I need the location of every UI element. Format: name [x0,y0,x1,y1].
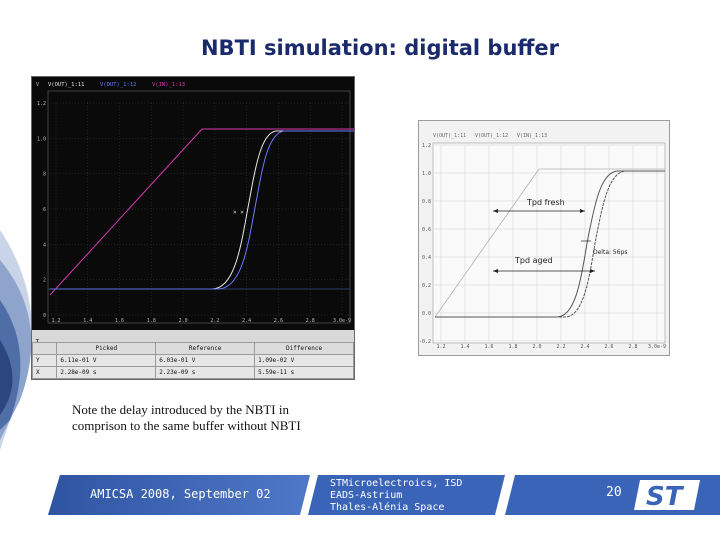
footer-organizations: STMicroelectroics, ISD EADS-Astrium Thal… [330,478,462,514]
table-cell: 5.59e-11 s [254,366,354,379]
footer-conference: AMICSA 2008, September 02 [90,487,271,501]
right-y-tick: 0.0 [422,311,431,317]
right-y-tick: 0.2 [422,283,431,289]
left-x-tick: 2.6 [274,318,283,324]
right-x-tick: 1.2 [436,344,445,350]
left-x-tick: 1.8 [147,318,156,324]
right-y-tick: 0.8 [422,199,431,205]
slide-title: NBTI simulation: digital buffer [200,36,560,60]
right-x-tick: 2.2 [556,344,565,350]
left-y-tick: 4 [43,242,46,248]
left-x-tick: 1.6 [115,318,124,324]
y-unit-label: V [36,82,39,88]
tpd-aged-label: Tpd aged [514,256,553,265]
left-y-tick: 1.0 [37,136,46,142]
waveform-viewer: V V(OUT)_1:11 V(OUT)_1:12 V(IN)_1:13 1.2… [31,76,355,380]
left-x-tick: 3.0e-9 [333,318,351,324]
decorative-swoosh [0,230,32,450]
left-x-tick: 1.4 [83,318,92,324]
organization: Thales-Alénia Space [330,502,445,513]
right-y-tick: 0.6 [422,227,431,233]
svg-text:ST: ST [646,482,685,512]
right-y-tick: 0.4 [422,255,431,261]
table-cell: 6.03e-01 V [155,354,256,367]
table-cell: 1.09e-02 V [254,354,354,367]
slide-caption: Note the delay introduced by the NBTI in… [72,402,301,433]
right-x-tick: 1.6 [484,344,493,350]
comparison-plot: V(OUT)_1:11 V(OUT)_1:12 V(IN)_1:13 1.2 1.… [419,133,666,350]
table-header: Difference [254,342,354,355]
legend-entry-1: V(OUT)_1:11 [48,82,84,88]
table-cell: 2.28e-09 s [56,366,157,379]
left-y-tick: 2 [43,278,46,284]
footer-band: ST [48,475,720,515]
left-x-tick: 2.4 [242,318,251,324]
organization: EADS-Astrium [330,490,403,501]
legend-entry-2: V(OUT)_1:12 [100,82,136,88]
table-row: X 2.28e-09 s 2.23e-09 s 5.59e-11 s [31,366,354,379]
right-x-tick: 2.4 [580,344,589,350]
right-x-tick: 3.0e-9 [648,344,666,350]
waveform-in [49,128,354,296]
aged-vs-fresh-plot: V(OUT)_1:11 V(OUT)_1:12 V(IN)_1:13 1.2 1.… [418,120,670,356]
organization: STMicroelectroics, ISD [330,478,463,489]
left-y-tick: 0 [43,313,46,319]
right-y-tick: 1.0 [422,171,431,177]
left-y-tick: 6 [43,207,46,213]
waveform-out-fresh [50,130,354,290]
table-header: Reference [155,342,256,355]
delta-label: Delta: 56ps [593,249,628,256]
table-cell: 2.23e-09 s [155,366,256,379]
waveform-plot: V V(OUT)_1:11 V(OUT)_1:12 V(IN)_1:13 1.2… [36,82,354,324]
legend-entry-3: V(IN)_1:13 [152,82,185,88]
table-header: Picked [56,342,157,355]
measurement-table: Picked Reference Difference Y 6.11e-01 V… [31,342,354,379]
left-y-tick: 1.2 [37,101,46,107]
legend-entry-2: V(OUT)_1:12 [475,133,508,139]
page-number: 20 [606,485,622,500]
cursor-marker: × × [233,209,244,216]
table-cell: Y [31,354,58,367]
left-x-tick: 1.2 [51,318,60,324]
table-row: Y 6.11e-01 V 6.03e-01 V 1.09e-02 V [31,354,354,367]
right-x-tick: 1.4 [460,344,469,350]
left-y-tick: 8 [43,172,46,178]
right-y-tick: -0.2 [419,339,431,345]
table-cell: 6.11e-01 V [56,354,157,367]
right-x-tick: 2.8 [628,344,637,350]
right-x-tick: 2.6 [604,344,613,350]
legend-entry-1: V(OUT)_1:11 [433,133,466,139]
st-logo: ST [634,480,700,512]
waveform-out-aged [50,130,354,290]
cursor-bar[interactable]: I [32,330,354,347]
right-x-tick: 2.0 [532,344,541,350]
left-x-tick: 2.2 [210,318,219,324]
right-x-tick: 1.8 [508,344,517,350]
tpd-fresh-label: Tpd fresh [526,198,565,207]
right-y-tick: 1.2 [422,143,431,149]
table-header [31,342,58,355]
left-x-tick: 2.0 [179,318,188,324]
legend-entry-3: V(IN)_1:13 [517,133,547,139]
left-x-tick: 2.8 [306,318,315,324]
table-cell: X [31,366,58,379]
